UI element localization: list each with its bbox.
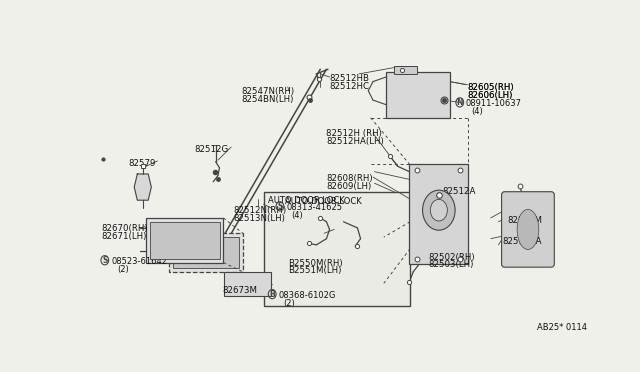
- Text: 82502(RH): 82502(RH): [429, 253, 476, 262]
- Bar: [264, 192, 410, 307]
- Text: 82570M: 82570M: [508, 217, 543, 225]
- Text: 08313-41625: 08313-41625: [286, 203, 342, 212]
- Text: AUTO DOOR LOCK: AUTO DOOR LOCK: [268, 196, 345, 205]
- Text: 82579: 82579: [128, 158, 156, 168]
- Ellipse shape: [422, 190, 455, 230]
- Text: 82605(RH): 82605(RH): [467, 83, 514, 92]
- Bar: [173, 237, 239, 268]
- Text: 82606(LH): 82606(LH): [467, 91, 513, 100]
- Text: S: S: [102, 256, 108, 265]
- Text: 82670(RH): 82670(RH): [102, 224, 148, 233]
- Text: 82503(LH): 82503(LH): [429, 260, 474, 269]
- Text: 08523-61642: 08523-61642: [111, 257, 167, 266]
- Text: 82512AA: 82512AA: [502, 237, 542, 246]
- Text: 08911-10637: 08911-10637: [466, 99, 522, 108]
- Text: 08368-6102G: 08368-6102G: [278, 291, 336, 300]
- Text: (4): (4): [472, 107, 483, 116]
- Ellipse shape: [517, 209, 539, 250]
- Bar: [394, 66, 417, 74]
- Text: 8254BN(LH): 8254BN(LH): [241, 95, 294, 104]
- Text: B2550M(RH): B2550M(RH): [288, 259, 342, 268]
- Bar: [410, 164, 467, 264]
- Text: 82671(LH): 82671(LH): [102, 232, 147, 241]
- Text: 82609(LH): 82609(LH): [326, 182, 372, 191]
- Text: 82512HC: 82512HC: [330, 81, 369, 91]
- Text: B: B: [269, 290, 275, 299]
- Text: 82512A: 82512A: [443, 187, 476, 196]
- Polygon shape: [134, 174, 151, 200]
- Text: 82606(LH): 82606(LH): [467, 91, 513, 100]
- Text: S: S: [277, 202, 283, 211]
- Bar: [150, 222, 220, 259]
- Text: 82512N(RH): 82512N(RH): [234, 206, 287, 215]
- Text: 82547N(RH): 82547N(RH): [241, 87, 294, 96]
- Bar: [169, 233, 243, 272]
- Text: 82513N(LH): 82513N(LH): [234, 214, 285, 223]
- Text: 82673M: 82673M: [223, 286, 258, 295]
- Bar: [386, 71, 450, 118]
- Text: 82608(RH): 82608(RH): [326, 174, 373, 183]
- Text: (2): (2): [117, 265, 129, 274]
- Ellipse shape: [430, 199, 447, 221]
- Text: AUTO DOOR LOCK: AUTO DOOR LOCK: [285, 197, 362, 206]
- Text: 82512H (RH): 82512H (RH): [326, 129, 382, 138]
- Text: AB25* 0114: AB25* 0114: [537, 323, 588, 332]
- Text: 82512HB: 82512HB: [330, 74, 369, 83]
- Text: (2): (2): [283, 299, 295, 308]
- Text: 82512G: 82512G: [195, 145, 229, 154]
- FancyBboxPatch shape: [502, 192, 554, 267]
- Bar: [224, 272, 271, 296]
- Text: 82512HA(LH): 82512HA(LH): [326, 137, 384, 146]
- Text: N: N: [456, 98, 463, 107]
- Text: B2551M(LH): B2551M(LH): [288, 266, 341, 275]
- Text: 82605(RH): 82605(RH): [467, 83, 514, 92]
- Bar: [146, 218, 223, 263]
- Text: (4): (4): [291, 211, 303, 220]
